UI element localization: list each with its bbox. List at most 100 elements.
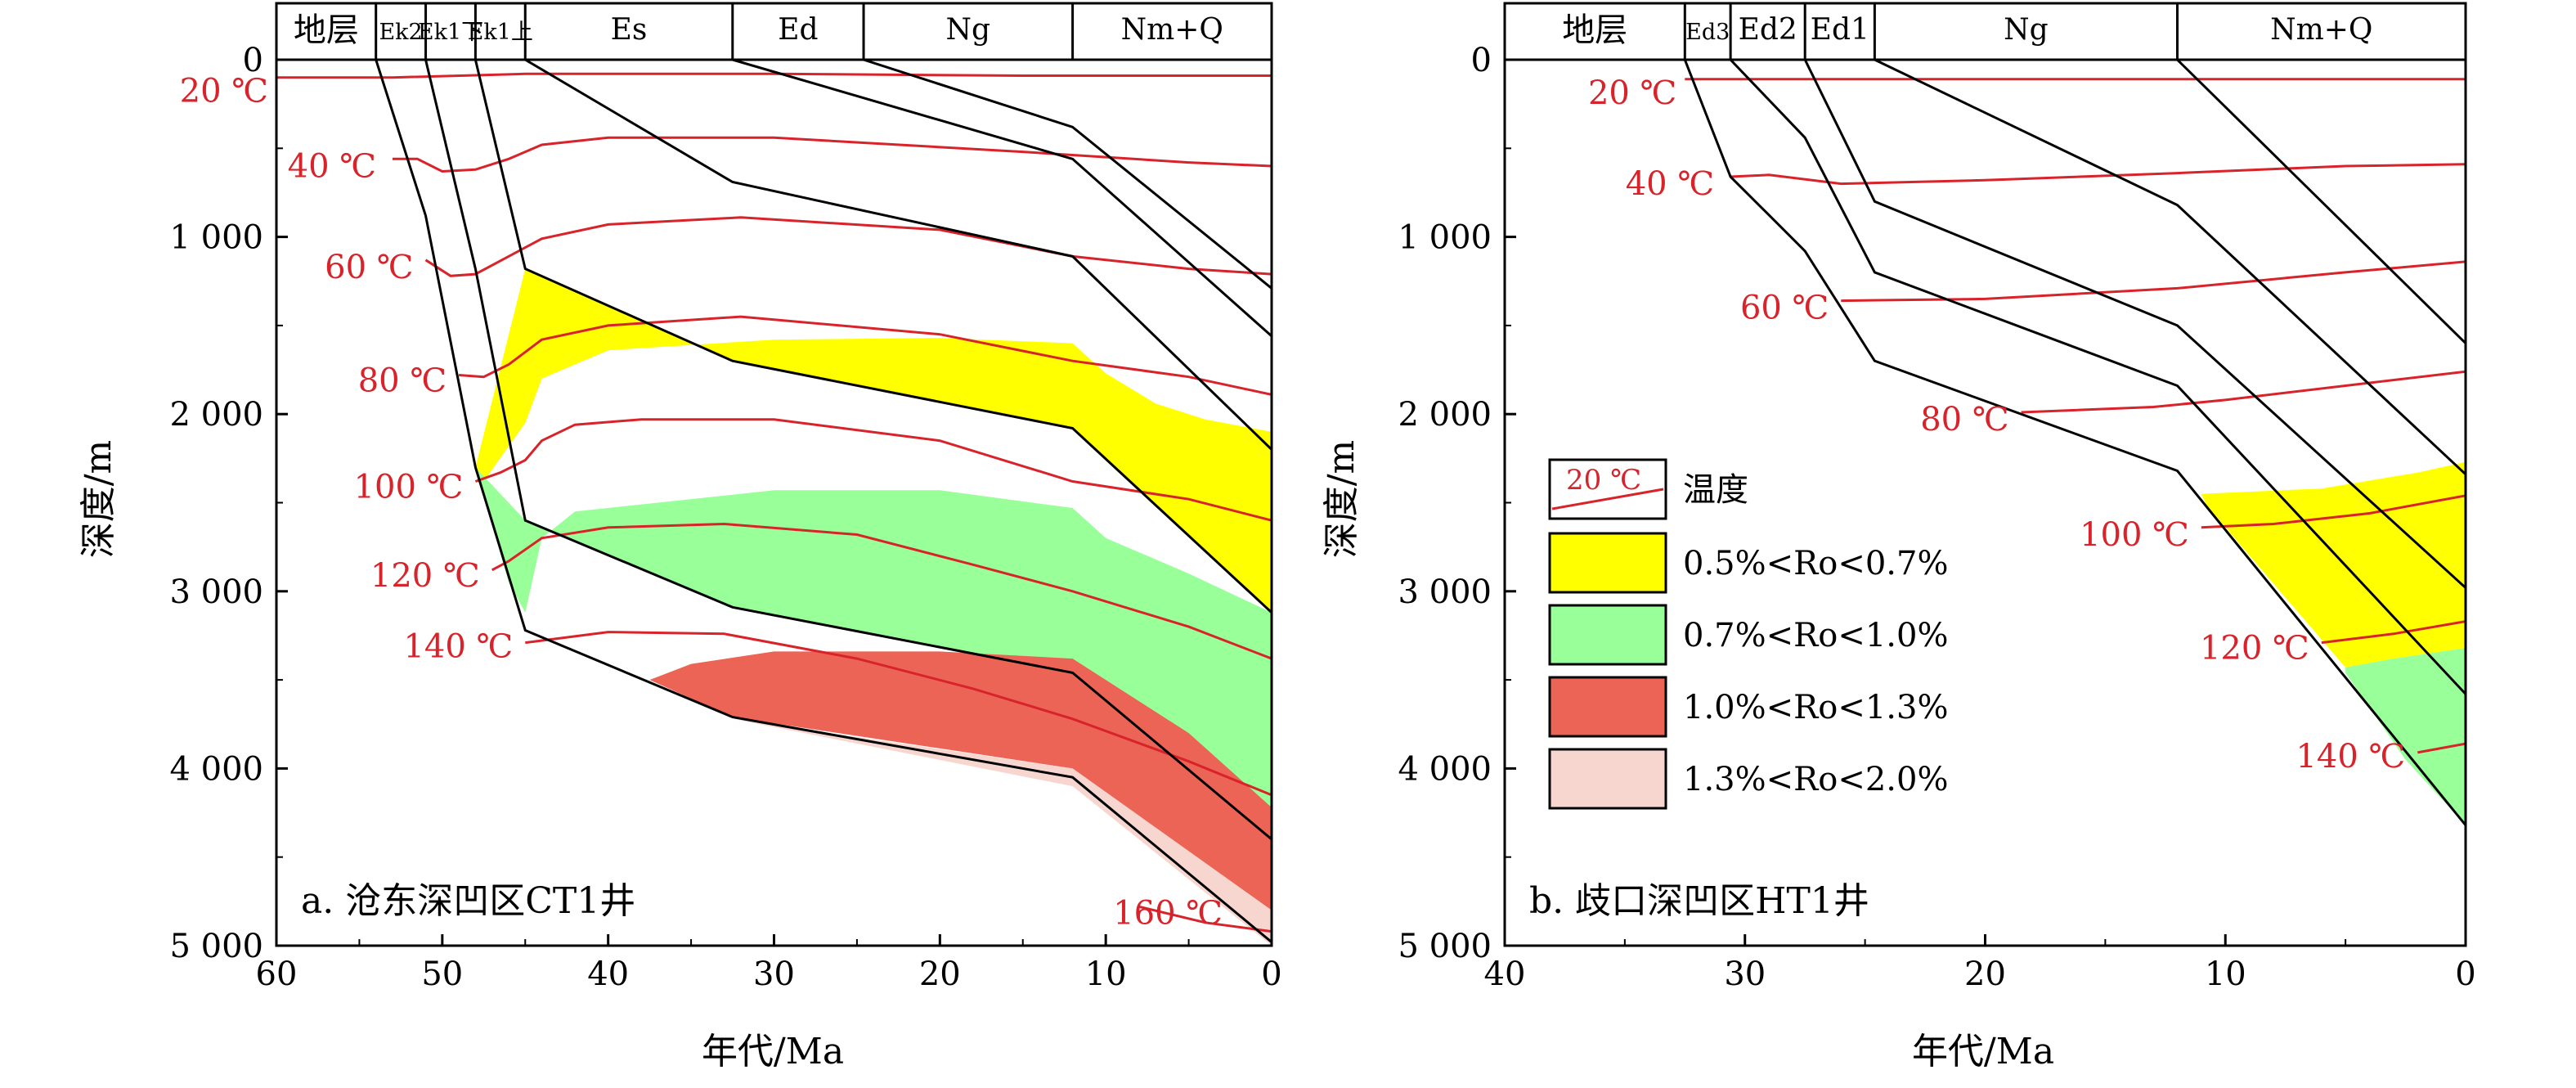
isotherm-label: 160 ℃: [1113, 894, 1223, 932]
axis-titles: 年代/Ma 年代/Ma 深度/m 深度/m: [78, 440, 2054, 1072]
ro-zone-0.5-0.7-: [2201, 461, 2466, 668]
strat-label-Ek1上: Ek1上: [468, 20, 533, 45]
x-tick-label: 40: [1484, 955, 1526, 993]
isotherm-label: 60 ℃: [325, 249, 413, 286]
burial-curve: [375, 60, 1272, 943]
legend: 20 ℃ 温度 0.5%<Ro<0.7% 0.7%<Ro<1.0% 1.0%<Ro<…: [1548, 458, 1948, 810]
isotherm-line: [1841, 260, 2466, 303]
y-tick-label: 2 000: [1398, 396, 1492, 434]
x-tick-label: 50: [421, 955, 463, 993]
isotherm-line: [2417, 742, 2466, 754]
legend-temperature-label: 温度: [1683, 471, 1748, 509]
isotherm-line: [2021, 370, 2466, 414]
legend-temperature-sample: 20 ℃: [1566, 464, 1641, 497]
burial-curve: [863, 60, 1272, 290]
y-tick-label: 5 000: [1398, 928, 1492, 965]
isotherm-label: 20 ℃: [180, 73, 268, 110]
y-tick-label: 4 000: [169, 750, 263, 788]
burial-curve: [732, 60, 1272, 338]
strat-label-Nm+Q: Nm+Q: [2270, 13, 2372, 47]
burial-curve: [1874, 60, 2466, 475]
isotherm-label: 40 ℃: [288, 147, 376, 185]
x-tick-label: 10: [2205, 955, 2246, 993]
strat-label-Ed: Ed: [778, 13, 818, 47]
y-tick-label: 1 000: [169, 219, 263, 257]
isotherm-label: 20 ℃: [1588, 74, 1676, 112]
isotherm-line: [424, 216, 1272, 277]
y-tick-label: 0: [1471, 42, 1492, 79]
y-axis-title-b: 深度/m: [1321, 440, 1362, 559]
burial-curve: [1730, 60, 2466, 695]
panel-label: a. 沧东深凹区CT1井: [301, 880, 635, 922]
strat-label-Ed3: Ed3: [1685, 20, 1730, 45]
isotherm-label: 120 ℃: [370, 557, 480, 595]
isotherm-label: 140 ℃: [2296, 738, 2405, 776]
strat-label-Ek1下: Ek1下: [418, 20, 483, 45]
y-tick-label: 3 000: [1398, 573, 1492, 611]
strat-label-Es: Es: [611, 13, 648, 47]
strat-header-label: 地层: [1562, 11, 1627, 49]
legend-swatch: [1548, 748, 1667, 810]
burial-curve: [1803, 60, 2466, 589]
x-tick-label: 60: [256, 955, 298, 993]
isotherm-line: [2201, 494, 2466, 529]
legend-label: 0.7%<Ro<1.0%: [1683, 617, 1948, 654]
x-tick-label: 20: [1964, 955, 2006, 993]
plot-area: [276, 60, 1272, 946]
ro-zone-0.7-1.0-: [475, 467, 1272, 808]
strat-label-Ng: Ng: [946, 13, 991, 47]
ro-zone-0.7-1.0-: [2345, 648, 2466, 825]
strat-header-box: [275, 2, 1273, 61]
x-tick-label: 0: [2455, 955, 2475, 993]
strat-label-Ek2: Ek2: [379, 20, 422, 45]
isotherm-label: 80 ℃: [358, 362, 447, 400]
isotherm-line: [1730, 163, 2466, 186]
x-tick-label: 20: [919, 955, 961, 993]
x-tick-label: 0: [1261, 955, 1281, 993]
x-tick-label: 40: [587, 955, 629, 993]
legend-swatch: [1548, 604, 1667, 666]
strat-label-Ed2: Ed2: [1739, 13, 1797, 47]
legend-ro-items: 0.5%<Ro<0.7% 0.7%<Ro<1.0% 1.0%<Ro<1.3% 1.3%…: [1548, 532, 1948, 810]
x-tick-label: 30: [753, 955, 795, 993]
panel-a: 20 ℃ 40 ℃ 60 ℃ 80 ℃ 100 ℃ 120 ℃ 140 ℃ 160 ℃ 地层 Ek…: [169, 2, 1282, 993]
strat-label-Nm+Q: Nm+Q: [1121, 13, 1223, 47]
isotherm-label: 60 ℃: [1740, 290, 1829, 327]
isotherm-label: 100 ℃: [2080, 516, 2189, 554]
ro-zone-1.0-1.3-: [649, 651, 1272, 910]
plot-area: [1683, 60, 2466, 826]
y-tick-label: 3 000: [169, 573, 263, 611]
panel-label: b. 歧口深凹区HT1井: [1529, 880, 1869, 922]
isotherm-line: [2321, 620, 2466, 645]
panel-b: 20 ℃ 40 ℃ 60 ℃ 80 ℃ 100 ℃ 120 ℃ 140 ℃ 地层 Ed3 Ed2 E…: [1398, 2, 2476, 993]
strat-label-Ed1: Ed1: [1811, 13, 1869, 47]
legend-temperature-line: [1551, 488, 1664, 510]
y-tick-label: 5 000: [169, 928, 263, 965]
x-axis-title-b: 年代/Ma: [1912, 1031, 2054, 1072]
burial-curve: [524, 60, 1272, 451]
y-tick-label: 0: [243, 42, 263, 79]
burial-curve: [473, 60, 1272, 614]
y-tick-label: 4 000: [1398, 750, 1492, 788]
isotherm-label: 40 ℃: [1626, 165, 1714, 203]
x-tick-label: 10: [1085, 955, 1127, 993]
burial-curve: [1683, 60, 2466, 826]
isotherm-line: [474, 418, 1272, 522]
legend-swatch: [1548, 532, 1667, 594]
isotherm-line: [491, 522, 1272, 660]
y-axis-title-a: 深度/m: [78, 440, 119, 559]
legend-swatch: [1548, 676, 1667, 738]
strat-label-Ng: Ng: [2004, 13, 2049, 47]
legend-label: 0.5%<Ro<0.7%: [1683, 545, 1948, 582]
isotherm-line: [393, 136, 1272, 173]
strat-header-label: 地层: [294, 11, 359, 49]
isotherm-label: 140 ℃: [403, 628, 513, 666]
isotherm-label: 120 ℃: [2200, 630, 2309, 668]
isotherm-line: [276, 72, 1272, 79]
legend-swatch-temperature: [1548, 458, 1667, 520]
isotherm-label: 100 ℃: [354, 469, 464, 506]
legend-label: 1.3%<Ro<2.0%: [1683, 761, 1948, 798]
